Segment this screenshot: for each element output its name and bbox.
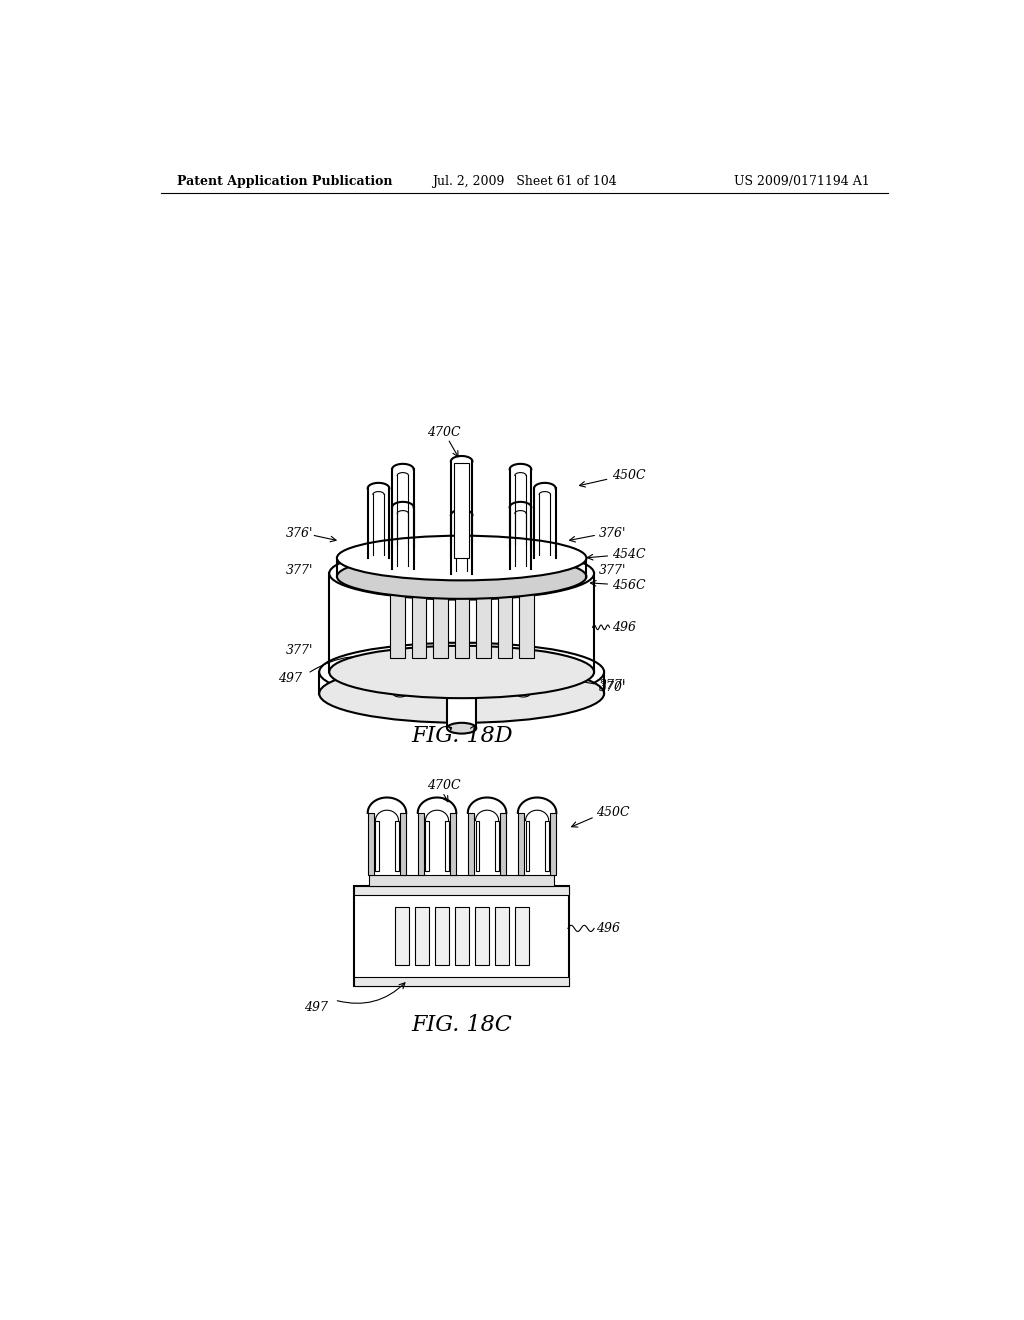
Bar [433,590,447,659]
Bar [394,907,409,965]
Text: Patent Application Publication: Patent Application Publication [177,176,392,187]
Bar [500,813,506,875]
Ellipse shape [330,548,594,599]
Bar [354,977,569,986]
Bar [394,821,398,871]
Text: 377': 377' [286,564,313,577]
Ellipse shape [455,690,469,697]
Text: FIG. 18C: FIG. 18C [412,1014,512,1036]
Bar [454,463,469,558]
Bar [495,907,509,965]
Bar [447,693,476,729]
Bar [370,875,554,886]
Bar [468,813,474,875]
Bar [368,813,374,875]
Bar [415,907,429,965]
Bar [475,907,488,965]
Bar [498,590,512,659]
Bar [451,813,457,875]
Bar [545,821,549,871]
Bar [515,907,528,965]
Ellipse shape [330,645,594,698]
Bar [354,886,569,895]
Text: 497: 497 [279,672,302,685]
Bar [518,813,524,875]
Bar [354,886,569,986]
Bar [444,821,449,871]
Ellipse shape [393,690,407,697]
Text: 370': 370' [599,681,626,694]
Bar [435,907,449,965]
Bar [425,821,429,871]
Bar [525,821,529,871]
Text: 497: 497 [304,1001,328,1014]
Bar [519,590,535,659]
Text: 496: 496 [596,921,621,935]
Bar [376,821,379,871]
Bar [418,813,424,875]
Text: US 2009/0171194 A1: US 2009/0171194 A1 [734,176,869,187]
Text: 450C: 450C [611,469,645,482]
Text: FIG. 18D: FIG. 18D [411,725,512,747]
Text: 454C: 454C [611,548,645,561]
Text: 456C: 456C [611,579,645,593]
Text: 376': 376' [286,527,313,540]
Ellipse shape [447,723,476,734]
Text: 450C: 450C [596,807,630,820]
Text: 377': 377' [286,644,313,657]
Text: 377': 377' [599,564,626,577]
Ellipse shape [516,690,530,697]
Ellipse shape [319,664,604,723]
Ellipse shape [319,643,604,701]
Text: 470C: 470C [427,426,461,440]
Bar [400,813,407,875]
Ellipse shape [337,536,587,581]
Text: 377': 377' [599,680,626,693]
Ellipse shape [337,554,587,599]
Bar [475,821,479,871]
Text: 376': 376' [599,527,626,540]
Bar [455,907,469,965]
Text: Jul. 2, 2009   Sheet 61 of 104: Jul. 2, 2009 Sheet 61 of 104 [432,176,617,187]
Text: 496: 496 [611,620,636,634]
Bar [390,590,404,659]
Bar [495,821,499,871]
Text: 470C: 470C [427,779,461,792]
Bar [550,813,556,875]
Bar [476,590,490,659]
Bar [412,590,426,659]
Bar [455,590,469,659]
